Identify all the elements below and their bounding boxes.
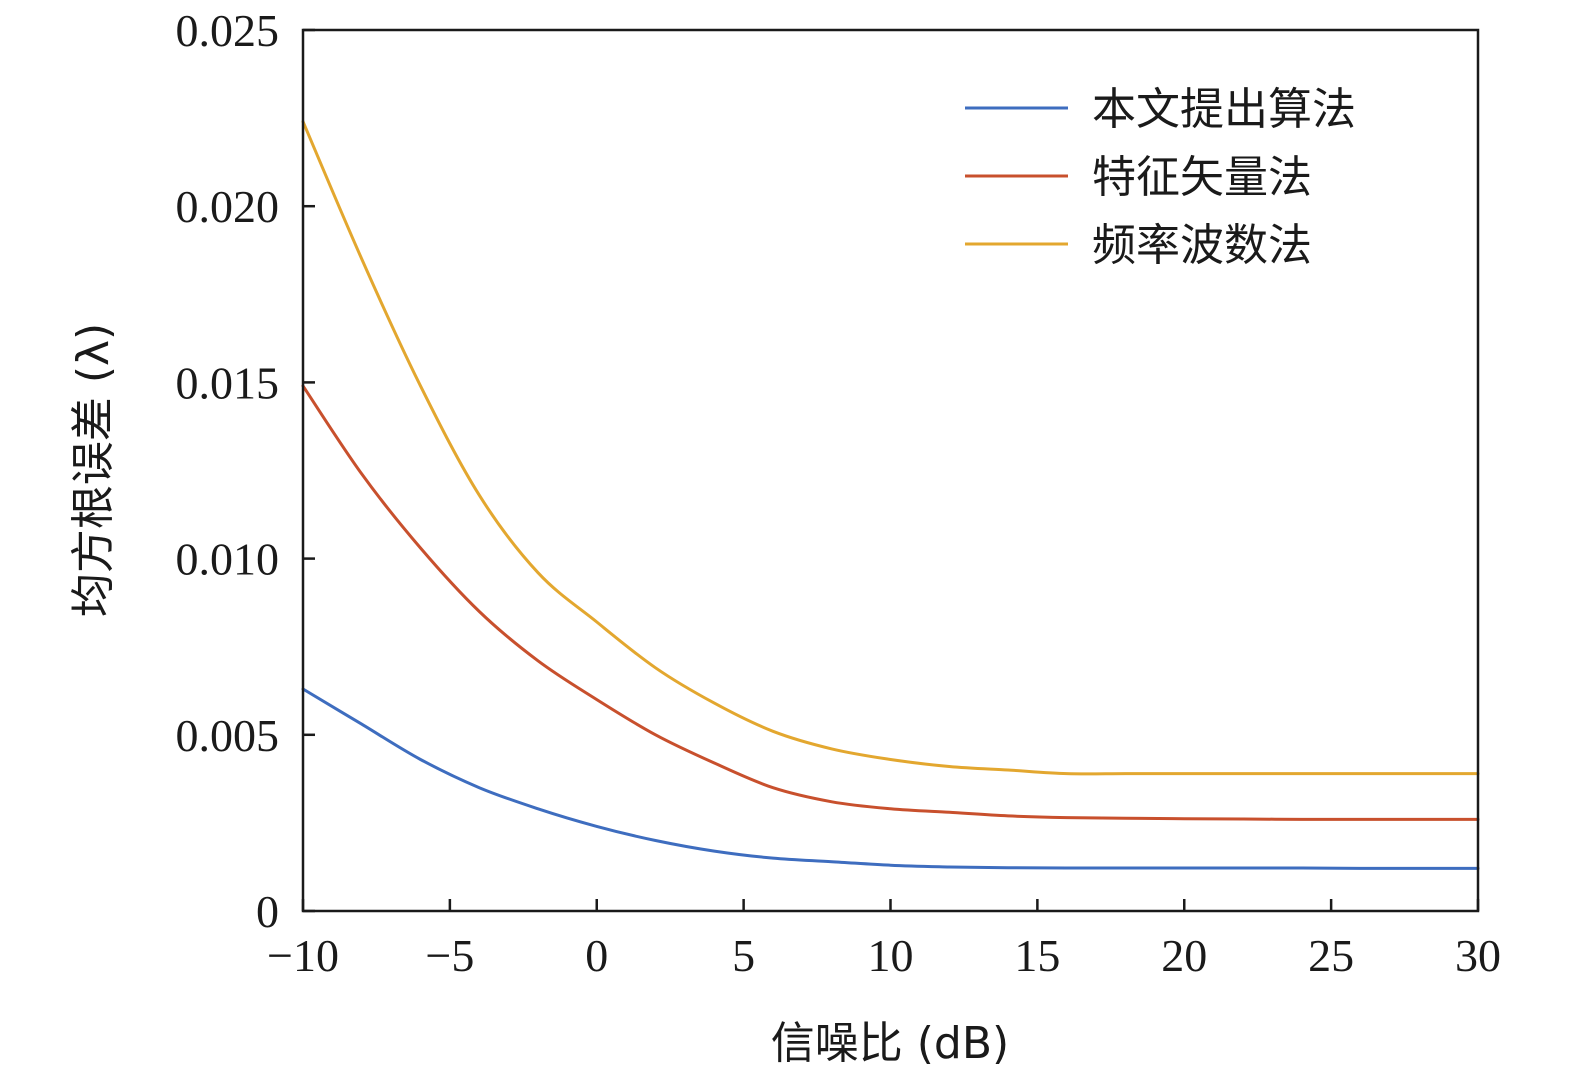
x-tick-label: 30 <box>1455 930 1501 981</box>
x-tick-label: −10 <box>267 930 339 981</box>
x-tick-label: 10 <box>868 930 914 981</box>
legend-label-1: 本文提出算法 <box>1092 84 1356 135</box>
y-tick-label: 0.010 <box>176 534 280 585</box>
y-axis-label: 均方根误差 (λ) <box>68 323 119 617</box>
x-axis-ticks: −10 −5 0 5 10 15 20 25 30 <box>267 899 1501 981</box>
y-tick-label: 0.025 <box>176 5 280 56</box>
x-tick-label: −5 <box>425 930 474 981</box>
y-tick-label: 0.020 <box>176 181 280 232</box>
legend-label-3: 频率波数法 <box>1092 220 1312 271</box>
x-tick-label: 20 <box>1161 930 1207 981</box>
x-axis-label: 信噪比 (dB) <box>771 1018 1009 1069</box>
x-tick-label: 15 <box>1014 930 1060 981</box>
y-tick-label: 0.005 <box>176 710 280 761</box>
series-line-1 <box>301 687 1480 870</box>
series-line-3 <box>301 120 1480 776</box>
x-tick-label: 0 <box>585 930 608 981</box>
plot-area-frame <box>301 28 1480 913</box>
x-tick-label: 5 <box>732 930 755 981</box>
x-tick-label: 25 <box>1308 930 1354 981</box>
y-axis-ticks: 0 0.005 0.010 0.015 0.020 0.025 <box>176 5 315 937</box>
y-tick-label: 0 <box>256 886 279 937</box>
series-layer <box>301 120 1480 870</box>
legend-label-2: 特征矢量法 <box>1092 152 1312 203</box>
y-tick-label: 0.015 <box>176 357 280 408</box>
series-line-2 <box>301 384 1480 821</box>
